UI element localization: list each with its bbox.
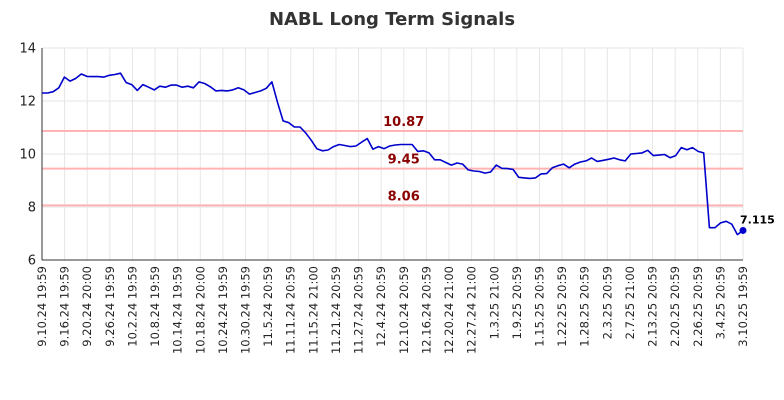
- last-value-label: 7.115: [740, 213, 775, 226]
- labels: 10.87 9.45 8.06 7.115: [383, 115, 775, 227]
- x-tick-label: 1.9.25 20:59: [510, 266, 524, 339]
- x-tick-label: 2.3.25 20:59: [600, 266, 614, 339]
- x-tick-label: 11.5.24 20:59: [261, 266, 275, 347]
- x-tick-label: 10.18.24 20:00: [193, 266, 207, 354]
- x-tick-label: 2.7.25 21:00: [623, 266, 637, 339]
- x-tick-label: 1.3.25 21:00: [487, 266, 501, 339]
- x-tick-label: 1.28.25 20:59: [578, 266, 592, 347]
- x-tick-label: 9.26.24 19:59: [103, 266, 117, 347]
- x-tick-label: 10.14.24 19:59: [171, 266, 185, 354]
- x-tick-label: 9.16.24 19:59: [58, 266, 72, 347]
- x-tick-label: 12.27.24 21:00: [465, 266, 479, 354]
- y-tick-label: 12: [19, 95, 36, 110]
- series-layer: [42, 72, 747, 236]
- signal-line-label: 8.06: [388, 189, 420, 204]
- chart-title: NABL Long Term Signals: [269, 9, 515, 30]
- x-tick-label: 12.20.24 21:00: [442, 266, 456, 354]
- x-tick-label: 11.11.24 20:59: [284, 266, 298, 354]
- x-tick-label: 11.15.24 21:00: [306, 266, 320, 354]
- x-tick-label: 10.8.24 19:59: [148, 266, 162, 347]
- x-tick-label: 12.16.24 20:59: [419, 266, 433, 354]
- signal-lines: [42, 129, 743, 207]
- x-tick-label: 11.27.24 20:59: [352, 266, 366, 354]
- x-tick-label: 3.4.25 20:59: [713, 266, 727, 339]
- y-tick-label: 10: [19, 148, 36, 163]
- x-tick-label: 2.13.25 20:59: [646, 266, 660, 347]
- x-tick-label: 9.10.24 19:59: [35, 266, 49, 347]
- y-tick-label: 6: [28, 254, 36, 269]
- y-tick-label: 8: [28, 201, 36, 216]
- x-tick-label: 1.15.25 20:59: [532, 266, 546, 347]
- y-tick-label: 14: [19, 42, 36, 57]
- axes: 6 8 10 12 14 9.10.24 19:59 9.16.24 19:59 9.20.2…: [19, 42, 750, 355]
- x-tick-label: 12.10.24 20:59: [397, 266, 411, 354]
- x-tick-label: 2.20.25 20:59: [668, 266, 682, 347]
- x-tick-label: 12.4.24 20:59: [374, 266, 388, 347]
- signal-line-label: 9.45: [388, 153, 420, 168]
- x-tick-label: 1.22.25 20:59: [555, 266, 569, 347]
- x-tick-label: 10.24.24 19:59: [216, 266, 230, 354]
- x-tick-label: 10.30.24 19:59: [239, 266, 253, 354]
- x-tick-label: 9.20.24 20:00: [80, 266, 94, 347]
- price-line: [42, 72, 744, 236]
- x-tick-label: 10.2.24 19:59: [125, 266, 139, 347]
- last-value-marker: [739, 226, 747, 234]
- signal-line-label: 10.87: [383, 115, 424, 130]
- x-tick-label: 11.21.24 20:59: [329, 266, 343, 354]
- x-tick-label: 3.10.25 19:59: [736, 266, 750, 347]
- x-tick-label: 2.26.25 20:59: [691, 266, 705, 347]
